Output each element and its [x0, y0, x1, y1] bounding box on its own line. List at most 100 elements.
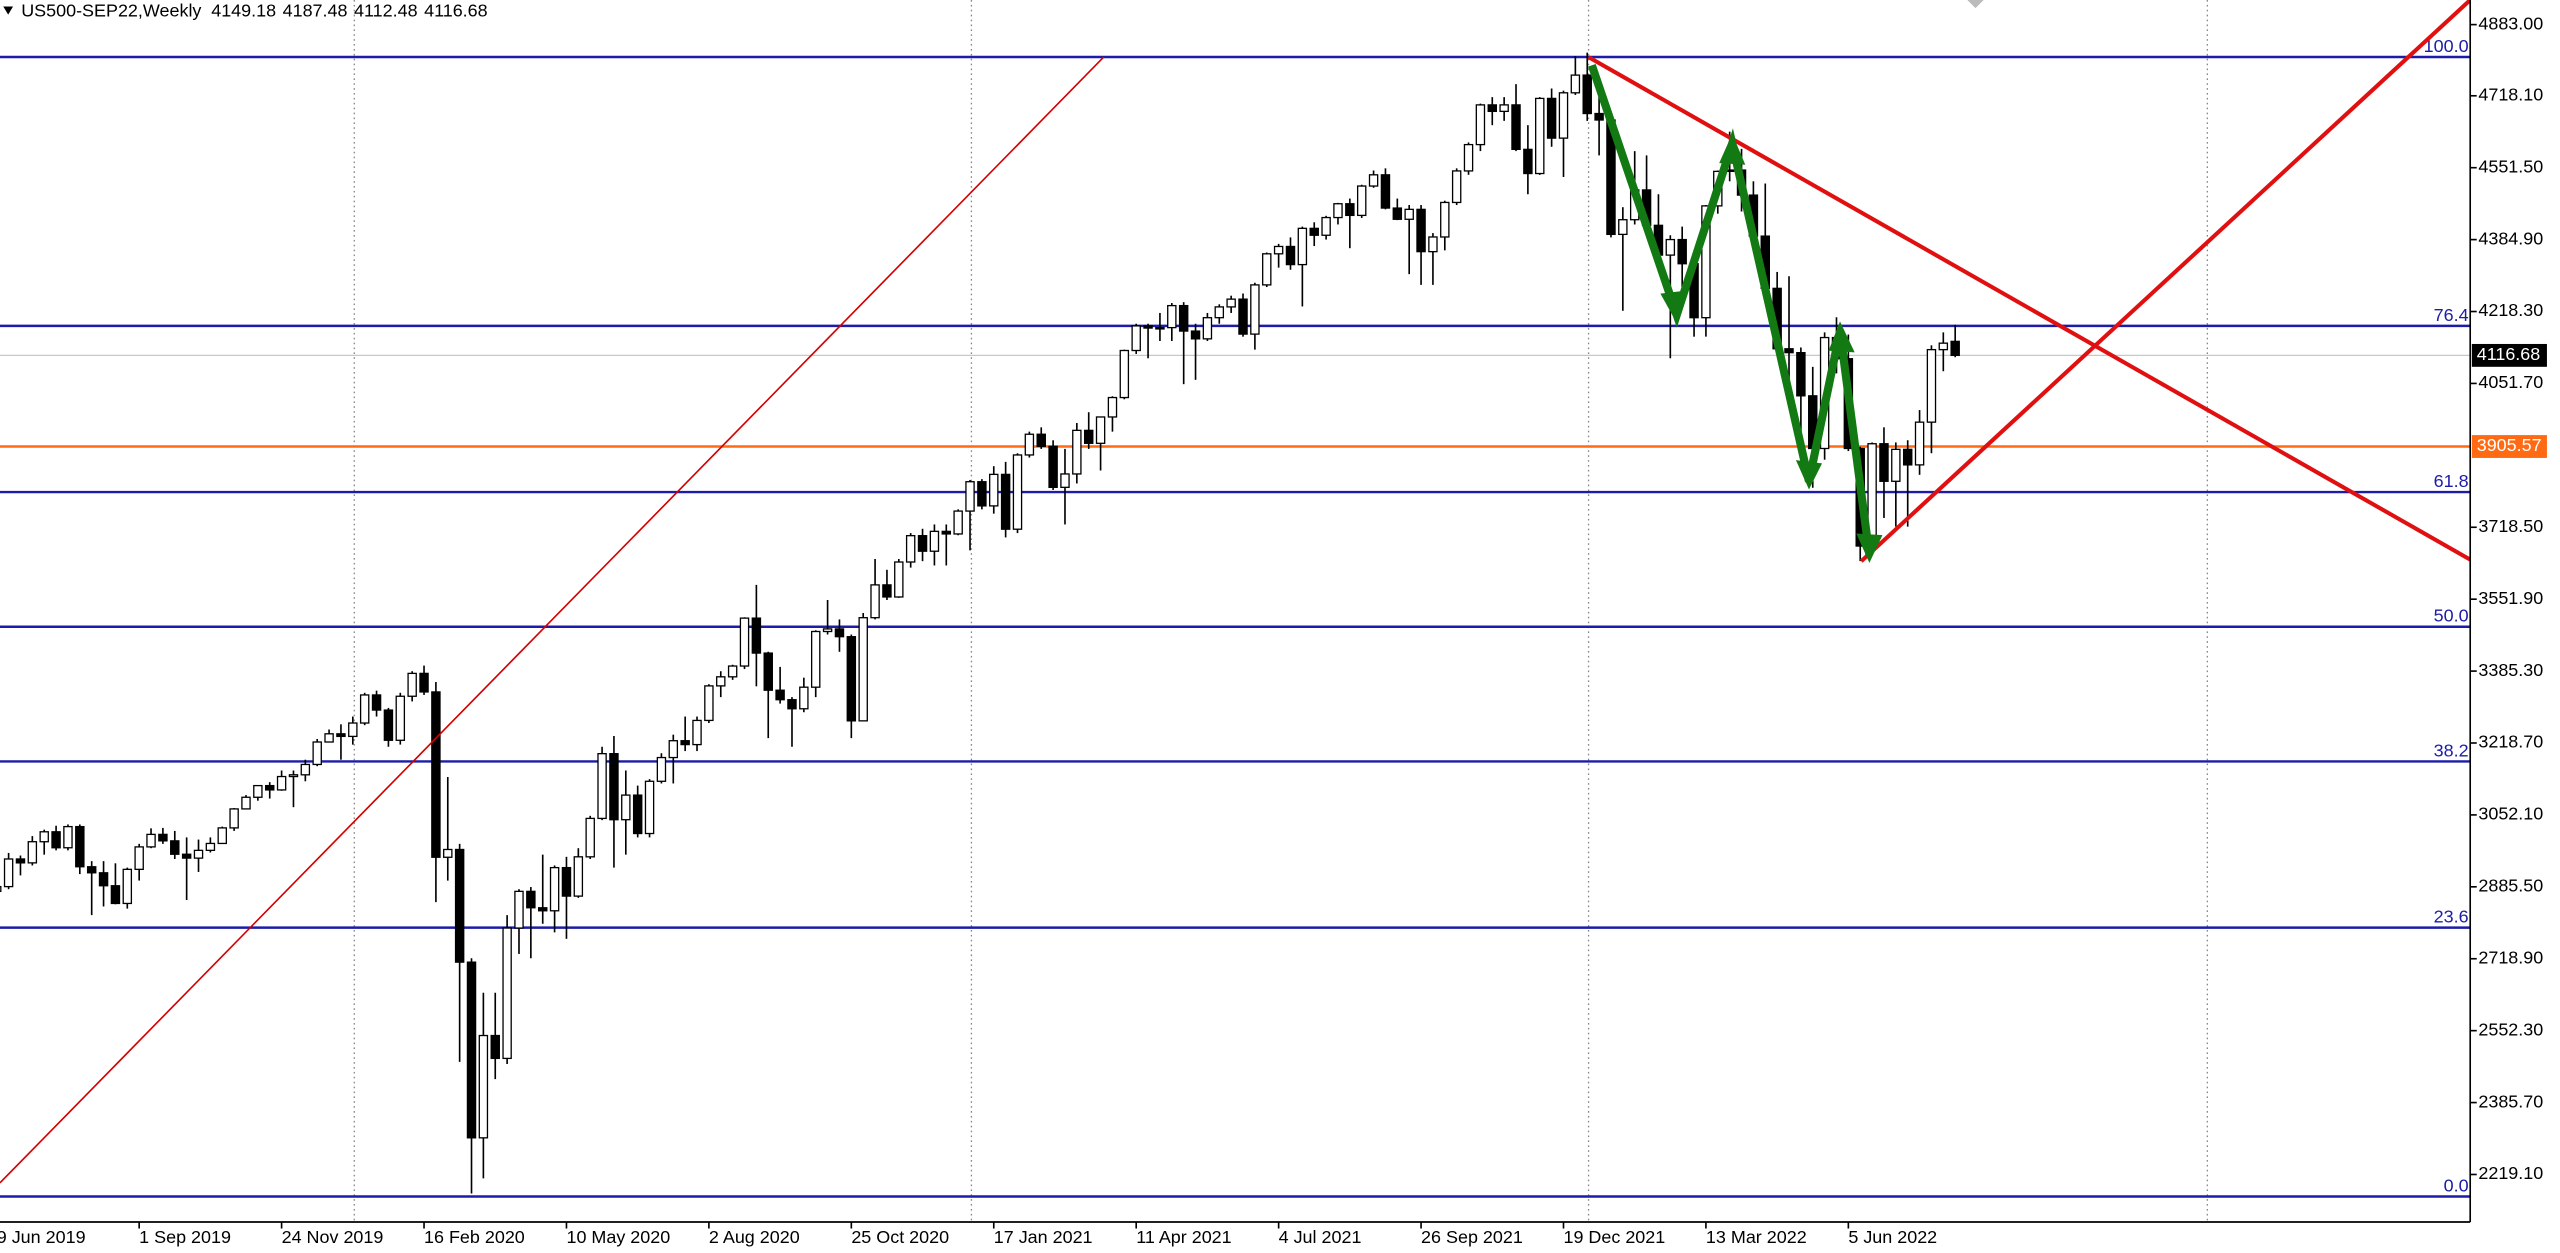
candle-body: [1048, 445, 1058, 488]
high: 4187.48: [283, 0, 348, 20]
year-separators: [353, 0, 2208, 1223]
candle-body: [751, 617, 762, 654]
candle-body: [1891, 448, 1901, 482]
candle-body: [1570, 74, 1581, 94]
candle-body: [1404, 208, 1414, 220]
y-tick-label: 4718.10: [2478, 85, 2543, 105]
candle-body: [894, 561, 904, 598]
candle-body: [27, 841, 38, 864]
candle-body: [1914, 421, 1925, 466]
candle-body: [905, 535, 916, 563]
x-tick-label: 17 Jan 2021: [994, 1227, 1093, 1247]
candle-body: [122, 868, 133, 905]
candle-body: [1677, 238, 1687, 265]
candle-body: [1428, 236, 1438, 253]
trend-line: [0, 56, 1105, 1184]
candle-body: [1440, 201, 1450, 238]
candle-body: [585, 817, 595, 858]
fib-label: 61.8: [2434, 471, 2469, 491]
candle-body: [1368, 174, 1379, 187]
close: 4116.68: [424, 0, 488, 20]
fib-label: 100.0: [2424, 36, 2469, 56]
candle-body: [1309, 227, 1319, 236]
y-tick-label: 3218.70: [2478, 732, 2543, 752]
candles: [0, 52, 1960, 1194]
candle-body: [739, 617, 750, 667]
candle-body: [1178, 304, 1189, 332]
candle-body: [336, 733, 346, 738]
wave-arrows: [1587, 63, 1874, 556]
candle-body: [466, 961, 477, 1139]
candle-body: [763, 652, 773, 691]
candle-body: [1499, 104, 1509, 113]
candle-body: [858, 617, 868, 722]
candle-body: [526, 890, 536, 909]
candle-body: [300, 763, 311, 776]
candle-body: [1463, 143, 1474, 172]
candle-body: [1143, 325, 1153, 329]
x-tick-label: 16 Feb 2020: [424, 1227, 525, 1247]
candle-body: [810, 630, 821, 688]
y-tick-label: 2385.70: [2478, 1091, 2543, 1111]
candle-body: [514, 890, 524, 929]
candle-body: [1701, 205, 1711, 319]
candle-body: [502, 927, 512, 1060]
candle-body: [822, 628, 833, 633]
candle-body: [1202, 317, 1213, 340]
candle-body: [1095, 416, 1106, 444]
y-tick-label: 2219.10: [2478, 1163, 2543, 1183]
candle-body: [454, 848, 465, 963]
candle-body: [490, 1034, 500, 1060]
candle-body: [1036, 433, 1046, 447]
candle-body: [917, 535, 928, 552]
x-tick-label: 2 Aug 2020: [709, 1227, 800, 1247]
candle-body: [799, 686, 809, 710]
candle-body: [656, 756, 667, 782]
fib-label: 0.0: [2444, 1175, 2469, 1195]
trend-line: [1859, 0, 2472, 563]
candle-body: [348, 722, 358, 738]
candle-body: [692, 719, 702, 746]
candle-body: [276, 775, 287, 791]
candle-body: [977, 481, 987, 507]
candle-body: [1000, 473, 1011, 530]
y-tick-label: 2552.30: [2478, 1019, 2543, 1039]
candle-body: [193, 849, 204, 859]
candle-body: [1665, 238, 1676, 256]
arrow-head: [1795, 460, 1823, 490]
arrow-head: [1856, 533, 1883, 563]
candle-body: [1214, 306, 1225, 319]
y-tick-label: 4551.50: [2478, 156, 2543, 176]
fib-label: 50.0: [2434, 606, 2469, 626]
candle-body: [312, 741, 322, 766]
level-tag-label: 3905.57: [2477, 435, 2542, 455]
axis-labels: 4883.00 4718.10 4551.50 4384.90 4218.30 4051.…: [0, 13, 2547, 1247]
x-tick-label: 1 Sep 2019: [139, 1227, 231, 1247]
candle-body: [609, 753, 619, 821]
drawings: [0, 0, 2472, 1184]
candle-body: [1796, 352, 1806, 397]
candle-body: [3, 858, 14, 888]
candle-body: [146, 833, 156, 848]
candle-body: [1356, 185, 1367, 217]
candle-body: [217, 827, 227, 845]
candle-body: [1285, 245, 1296, 266]
candle-body: [134, 846, 144, 870]
candle-body: [537, 907, 548, 912]
candle-body: [549, 866, 560, 912]
x-tick-label: 5 Jun 2022: [1848, 1227, 1937, 1247]
candle-body: [1618, 219, 1628, 236]
price-axis-bg: [2470, 0, 2560, 1253]
candle-body: [0, 885, 2, 893]
candle-body: [253, 784, 263, 798]
candle-body: [1582, 74, 1592, 115]
y-tick-label: 4218.30: [2478, 300, 2543, 320]
candle-body: [941, 530, 952, 535]
price-tag-label: 4116.68: [2477, 344, 2541, 364]
candle-body: [573, 856, 584, 897]
candle-body: [989, 473, 999, 507]
candle-body: [953, 510, 963, 535]
candle-body: [1938, 342, 1949, 351]
x-tick-label: 11 Apr 2021: [1136, 1227, 1231, 1247]
time-axis-bg: [0, 1222, 2560, 1253]
